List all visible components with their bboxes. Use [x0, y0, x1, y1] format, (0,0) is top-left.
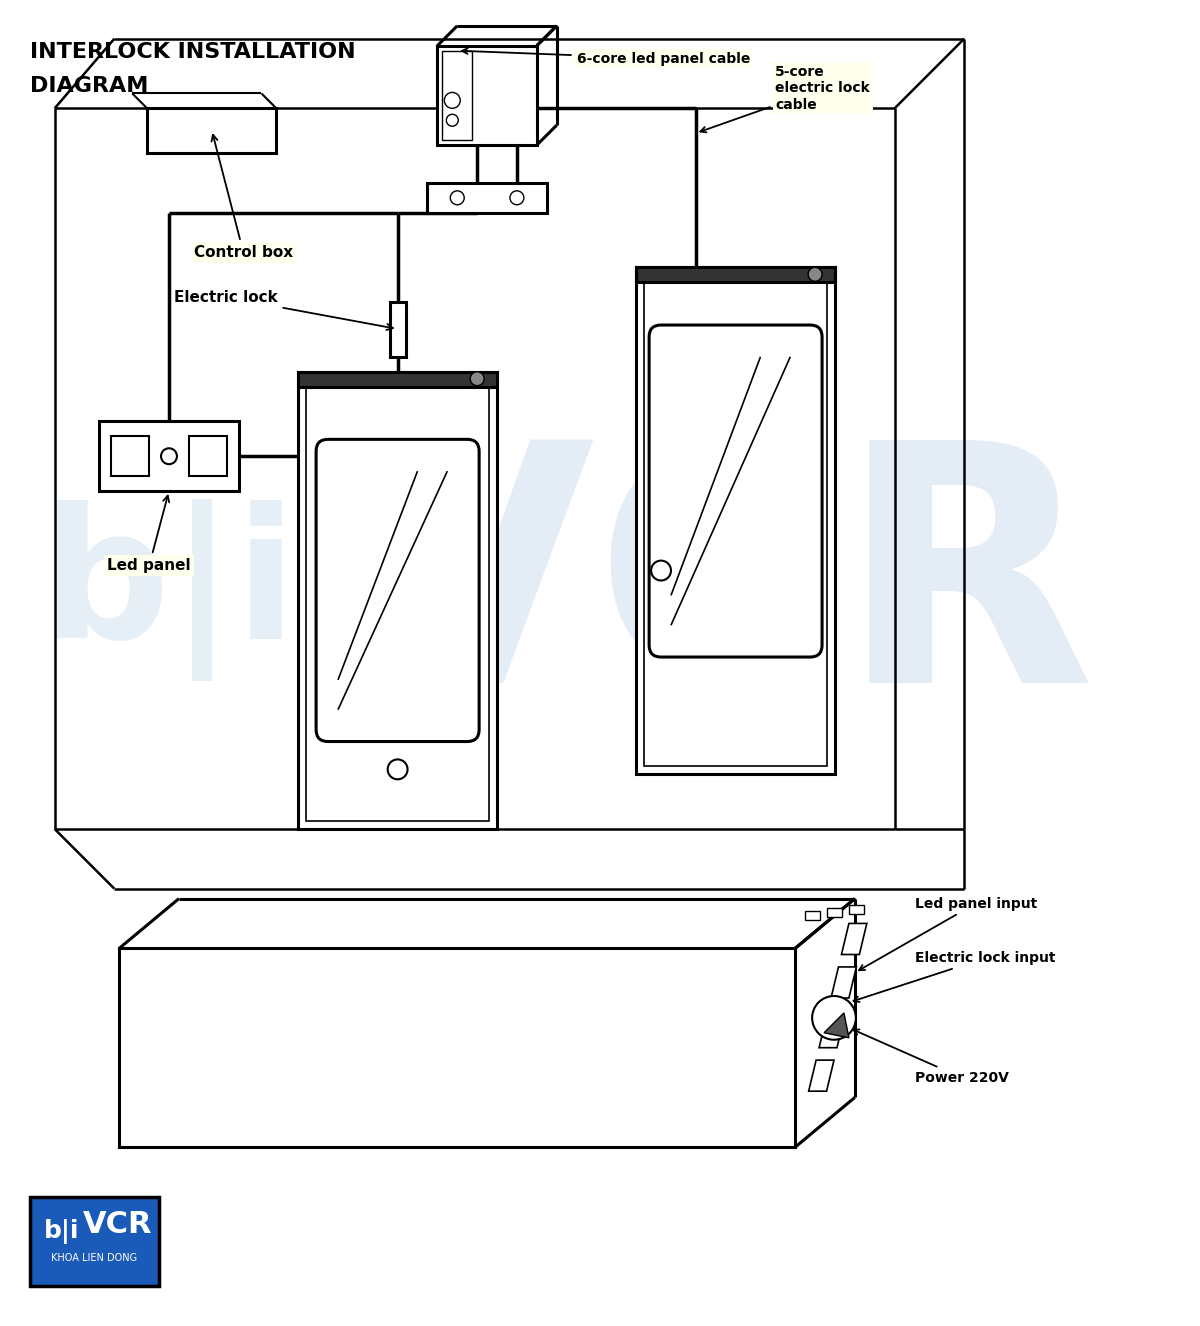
- Text: DIAGRAM: DIAGRAM: [30, 76, 148, 95]
- Circle shape: [470, 371, 484, 386]
- Text: Electric lock: Electric lock: [174, 289, 392, 330]
- Polygon shape: [824, 1013, 848, 1038]
- Bar: [299, 371, 497, 387]
- Text: Power 220V: Power 220V: [853, 1029, 1008, 1085]
- Bar: [148, 109, 276, 152]
- Circle shape: [808, 268, 822, 281]
- Text: VCR: VCR: [83, 1211, 152, 1238]
- Bar: [119, 948, 796, 1147]
- Polygon shape: [832, 967, 857, 998]
- Circle shape: [450, 191, 464, 204]
- Text: 5-core
electric lock
cable: 5-core electric lock cable: [701, 65, 870, 133]
- Bar: [644, 276, 827, 766]
- Bar: [299, 371, 497, 829]
- Text: INTERLOCK INSTALLATION: INTERLOCK INSTALLATION: [30, 41, 355, 62]
- Circle shape: [444, 93, 461, 109]
- Bar: [188, 436, 227, 476]
- Text: KHOA LIEN DONG: KHOA LIEN DONG: [52, 1253, 138, 1264]
- Polygon shape: [827, 907, 842, 918]
- Bar: [636, 268, 835, 282]
- FancyBboxPatch shape: [649, 325, 822, 658]
- Bar: [112, 436, 149, 476]
- Circle shape: [812, 996, 856, 1040]
- Text: 6-core led panel cable: 6-core led panel cable: [462, 48, 750, 65]
- Bar: [443, 50, 472, 141]
- Bar: [100, 422, 239, 491]
- Polygon shape: [848, 904, 864, 915]
- Text: Led panel input: Led panel input: [859, 896, 1037, 971]
- Circle shape: [652, 561, 671, 581]
- FancyBboxPatch shape: [316, 439, 479, 741]
- Polygon shape: [841, 923, 866, 955]
- Text: Control box: Control box: [194, 135, 293, 260]
- Circle shape: [388, 760, 408, 780]
- Circle shape: [161, 448, 176, 464]
- Text: VCR: VCR: [336, 428, 1096, 752]
- Text: b|i: b|i: [44, 1219, 79, 1244]
- Circle shape: [446, 114, 458, 126]
- Bar: [30, 1197, 160, 1286]
- Bar: [427, 183, 547, 212]
- Bar: [390, 302, 406, 357]
- Polygon shape: [809, 1059, 834, 1091]
- Circle shape: [510, 191, 524, 204]
- Bar: [437, 45, 536, 145]
- Polygon shape: [805, 911, 820, 920]
- Text: Led panel: Led panel: [107, 496, 191, 573]
- Bar: [636, 268, 835, 774]
- Bar: [306, 379, 490, 821]
- Polygon shape: [820, 1010, 846, 1048]
- Text: Electric lock input: Electric lock input: [853, 951, 1055, 1002]
- Text: b|i: b|i: [41, 500, 298, 682]
